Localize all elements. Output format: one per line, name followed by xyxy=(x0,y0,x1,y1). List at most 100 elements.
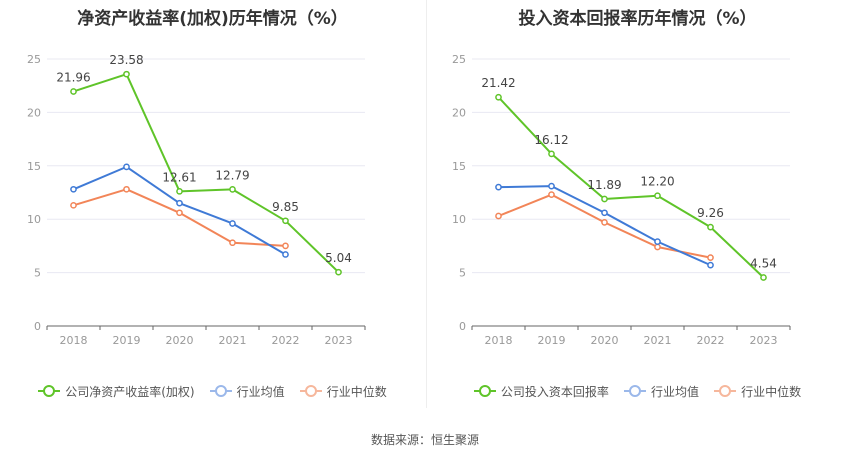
data-label: 21.96 xyxy=(56,70,90,84)
y-tick-label: 20 xyxy=(452,106,466,119)
legend-line-circle-icon xyxy=(38,385,61,397)
chart-legend: 公司投入资本回报率 行业均值 行业中位数 xyxy=(425,382,850,401)
data-point xyxy=(654,192,661,200)
data-point xyxy=(123,163,130,171)
legend-item-company[interactable]: 公司净资产收益率(加权) xyxy=(38,383,195,400)
data-point xyxy=(654,238,661,245)
x-tick-label: 2020 xyxy=(591,334,619,347)
roe-line-chart: 0 5 10 15 20 25 2018 2019 2020 2021 2022 2023 21.96 2… xyxy=(27,53,366,347)
data-point xyxy=(335,268,342,276)
y-tick-label: 20 xyxy=(27,106,41,119)
data-point xyxy=(548,150,555,158)
legend-label: 公司投入资本回报率 xyxy=(500,384,609,399)
y-tick-label: 15 xyxy=(27,160,41,173)
data-point xyxy=(282,251,289,258)
legend-item-average[interactable]: 行业均值 xyxy=(209,383,285,400)
legend-line-circle-icon xyxy=(209,385,232,397)
roic-chart-panel: 投入资本回报率历年情况（%） 0 5 10 15 20 25 2018 2019 2020 202… xyxy=(425,0,850,420)
x-tick-label: 2020 xyxy=(166,334,194,347)
y-tick-label: 25 xyxy=(27,53,41,66)
legend-line-circle-icon xyxy=(623,385,646,397)
data-source-note: 数据来源：恒生聚源 xyxy=(370,433,479,447)
data-label: 4.54 xyxy=(750,257,777,271)
x-tick-label: 2022 xyxy=(697,334,725,347)
x-tick-label: 2019 xyxy=(113,334,141,347)
data-label: 21.42 xyxy=(481,76,515,90)
legend-line-circle-icon xyxy=(299,385,322,397)
legend-item-median[interactable]: 行业中位数 xyxy=(714,383,801,400)
chart-title: 净资产收益率(加权)历年情况（%） xyxy=(77,9,348,29)
y-tick-label: 0 xyxy=(34,320,41,333)
data-label: 11.89 xyxy=(587,178,621,192)
series-line xyxy=(73,188,286,247)
legend-label: 行业中位数 xyxy=(326,384,387,399)
data-point xyxy=(601,195,608,203)
legend-line-circle-icon xyxy=(714,385,737,397)
legend-item-company[interactable]: 公司投入资本回报率 xyxy=(473,383,609,400)
x-tick-label: 2022 xyxy=(272,334,300,347)
data-point xyxy=(707,254,714,261)
data-point xyxy=(176,209,183,217)
data-label: 12.20 xyxy=(640,175,674,189)
y-tick-label: 10 xyxy=(452,213,466,226)
x-tick-label: 2023 xyxy=(750,334,778,347)
x-tick-label: 2018 xyxy=(485,334,513,347)
legend-label: 行业均值 xyxy=(236,384,285,399)
panel-divider xyxy=(426,0,427,408)
data-point xyxy=(601,219,608,226)
data-point xyxy=(548,182,555,190)
legend-label: 行业均值 xyxy=(650,384,699,399)
data-point xyxy=(548,191,555,198)
series-line xyxy=(73,73,340,273)
data-point xyxy=(229,239,236,247)
data-point xyxy=(229,220,236,227)
data-point xyxy=(176,187,183,195)
data-label: 12.79 xyxy=(215,168,249,182)
x-tick-label: 2021 xyxy=(644,334,672,347)
legend-line-circle-icon xyxy=(473,385,496,397)
y-tick-label: 15 xyxy=(452,160,466,173)
data-label: 5.04 xyxy=(325,251,352,265)
y-tick-label: 5 xyxy=(459,267,466,280)
data-point xyxy=(495,183,502,191)
data-label: 23.58 xyxy=(109,53,143,67)
y-tick-label: 25 xyxy=(452,53,466,66)
chart-title: 投入资本回报率历年情况（%） xyxy=(518,9,757,29)
data-point xyxy=(229,186,236,193)
series-line xyxy=(497,96,765,279)
data-point xyxy=(70,185,77,193)
data-label: 12.61 xyxy=(162,170,196,184)
data-point xyxy=(282,217,289,225)
x-tick-label: 2021 xyxy=(219,334,247,347)
legend-label: 公司净资产收益率(加权) xyxy=(65,384,195,399)
data-point xyxy=(123,185,130,193)
data-point xyxy=(760,274,767,281)
data-label: 9.85 xyxy=(272,200,299,214)
data-point xyxy=(70,88,77,95)
y-tick-label: 10 xyxy=(27,213,41,226)
data-point xyxy=(282,242,289,250)
x-tick-label: 2023 xyxy=(325,334,353,347)
data-label: 16.12 xyxy=(534,133,568,147)
roic-line-chart: 0 5 10 15 20 25 2018 2019 2020 2021 2022 2023 21.42 1… xyxy=(452,53,791,347)
legend-item-median[interactable]: 行业中位数 xyxy=(299,383,387,400)
roe-chart-panel: 净资产收益率(加权)历年情况（%） 0 5 10 15 20 25 2018 2019 2020… xyxy=(0,0,425,420)
data-point xyxy=(495,212,502,220)
data-point xyxy=(654,243,661,251)
legend-label: 行业中位数 xyxy=(741,384,802,399)
data-point xyxy=(601,209,608,217)
y-tick-label: 0 xyxy=(459,320,466,333)
data-point xyxy=(123,70,130,78)
data-point xyxy=(707,223,714,231)
x-tick-label: 2018 xyxy=(60,334,88,347)
y-tick-label: 5 xyxy=(34,267,41,280)
series-line xyxy=(498,193,711,259)
data-label: 9.26 xyxy=(697,206,724,220)
data-point xyxy=(70,201,77,209)
x-tick-label: 2019 xyxy=(538,334,566,347)
chart-legend: 公司净资产收益率(加权) 行业均值 行业中位数 xyxy=(0,382,425,401)
data-point xyxy=(707,261,714,269)
legend-item-average[interactable]: 行业均值 xyxy=(623,383,699,400)
data-point xyxy=(176,199,183,207)
data-point xyxy=(495,93,502,101)
